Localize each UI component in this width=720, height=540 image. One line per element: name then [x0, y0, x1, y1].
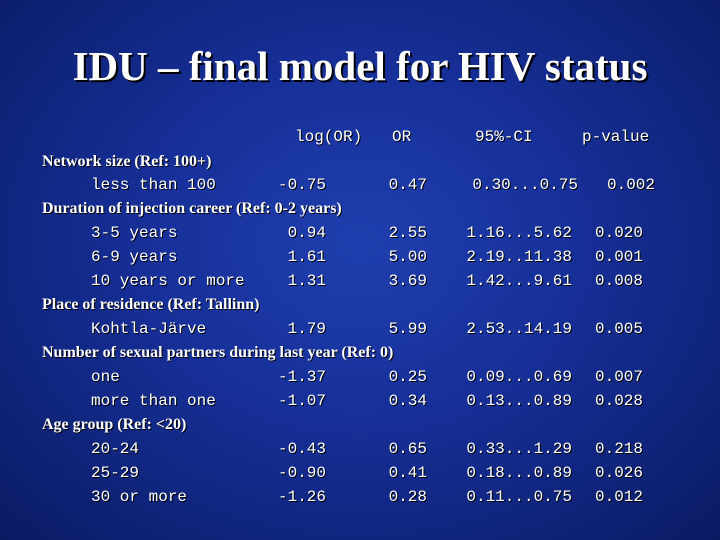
- table-row: Kohtla-Järve 1.79 5.99 2.53..14.19 0.005: [0, 320, 720, 344]
- row-ci: 0.11...0.75: [466, 488, 572, 506]
- group-label: Duration of injection career (Ref: 0-2 y…: [42, 200, 342, 217]
- row-p-value: 0.001: [594, 248, 643, 266]
- header-ci: 95%-CI: [475, 128, 533, 146]
- row-label: less than 100: [91, 176, 216, 194]
- row-label: 20-24: [91, 440, 140, 458]
- row-or: 0.34: [388, 392, 427, 410]
- row-or: 5.00: [388, 248, 427, 266]
- row-or: 0.47: [388, 176, 427, 194]
- row-log-or: 1.79: [287, 320, 326, 338]
- row-label: 30 or more: [91, 488, 188, 506]
- row-or: 0.65: [388, 440, 427, 458]
- row-log-or: -1.26: [277, 488, 326, 506]
- row-ci: 0.13...0.89: [466, 392, 572, 410]
- row-ci: 0.30...0.75: [472, 176, 578, 194]
- row-label: 10 years or more: [91, 272, 245, 290]
- table-row: one -1.37 0.25 0.09...0.69 0.007: [0, 368, 720, 392]
- row-ci: 0.09...0.69: [466, 368, 572, 386]
- row-ci: 2.19..11.38: [466, 248, 572, 266]
- table-row: 6-9 years 1.61 5.00 2.19..11.38 0.001: [0, 248, 720, 272]
- row-label: 3-5 years: [91, 224, 178, 242]
- row-p-value: 0.026: [594, 464, 643, 482]
- table-row: 20-24 -0.43 0.65 0.33...1.29 0.218: [0, 440, 720, 464]
- row-p-value: 0.005: [594, 320, 643, 338]
- row-ci: 0.18...0.89: [466, 464, 572, 482]
- row-log-or: 1.61: [287, 248, 326, 266]
- row-or: 3.69: [388, 272, 427, 290]
- row-label: Kohtla-Järve: [91, 320, 207, 338]
- table-row: 10 years or more 1.31 3.69 1.42...9.61 0…: [0, 272, 720, 296]
- slide-title: IDU – final model for HIV status: [72, 43, 648, 89]
- row-or: 0.25: [388, 368, 427, 386]
- row-or: 5.99: [388, 320, 427, 338]
- row-p-value: 0.002: [606, 176, 655, 194]
- row-log-or: -0.75: [277, 176, 326, 194]
- row-p-value: 0.028: [594, 392, 643, 410]
- row-log-or: -0.90: [277, 464, 326, 482]
- table-row: more than one -1.07 0.34 0.13...0.89 0.0…: [0, 392, 720, 416]
- row-ci: 1.42...9.61: [466, 272, 572, 290]
- header-p-value: p-value: [582, 128, 650, 146]
- row-label: more than one: [91, 392, 216, 410]
- row-log-or: -1.07: [277, 392, 326, 410]
- group-label: Number of sexual partners during last ye…: [42, 344, 394, 361]
- row-ci: 1.16...5.62: [466, 224, 572, 242]
- row-p-value: 0.012: [594, 488, 643, 506]
- table-row: 30 or more -1.26 0.28 0.11...0.75 0.012: [0, 488, 720, 512]
- row-label: 6-9 years: [91, 248, 178, 266]
- group-label: Place of residence (Ref: Tallinn): [42, 296, 260, 313]
- row-log-or: 0.94: [287, 224, 326, 242]
- row-p-value: 0.020: [594, 224, 643, 242]
- group-label: Network size (Ref: 100+): [42, 153, 212, 170]
- table-row: less than 100 -0.75 0.47 0.30...0.75 0.0…: [0, 176, 720, 200]
- row-or: 0.28: [388, 488, 427, 506]
- row-p-value: 0.007: [594, 368, 643, 386]
- row-label: 25-29: [91, 464, 140, 482]
- header-or: OR: [392, 128, 412, 146]
- group-label: Age group (Ref: <20): [42, 416, 187, 433]
- row-ci: 0.33...1.29: [466, 440, 572, 458]
- row-p-value: 0.008: [594, 272, 643, 290]
- row-log-or: -1.37: [277, 368, 326, 386]
- row-ci: 2.53..14.19: [466, 320, 572, 338]
- row-or: 2.55: [388, 224, 427, 242]
- table-row: 3-5 years 0.94 2.55 1.16...5.62 0.020: [0, 224, 720, 248]
- row-label: one: [91, 368, 120, 386]
- row-p-value: 0.218: [594, 440, 643, 458]
- table-row: 25-29 -0.90 0.41 0.18...0.89 0.026: [0, 464, 720, 488]
- row-or: 0.41: [388, 464, 427, 482]
- row-log-or: 1.31: [287, 272, 326, 290]
- header-log-or: log(OR): [295, 128, 363, 146]
- row-log-or: -0.43: [277, 440, 326, 458]
